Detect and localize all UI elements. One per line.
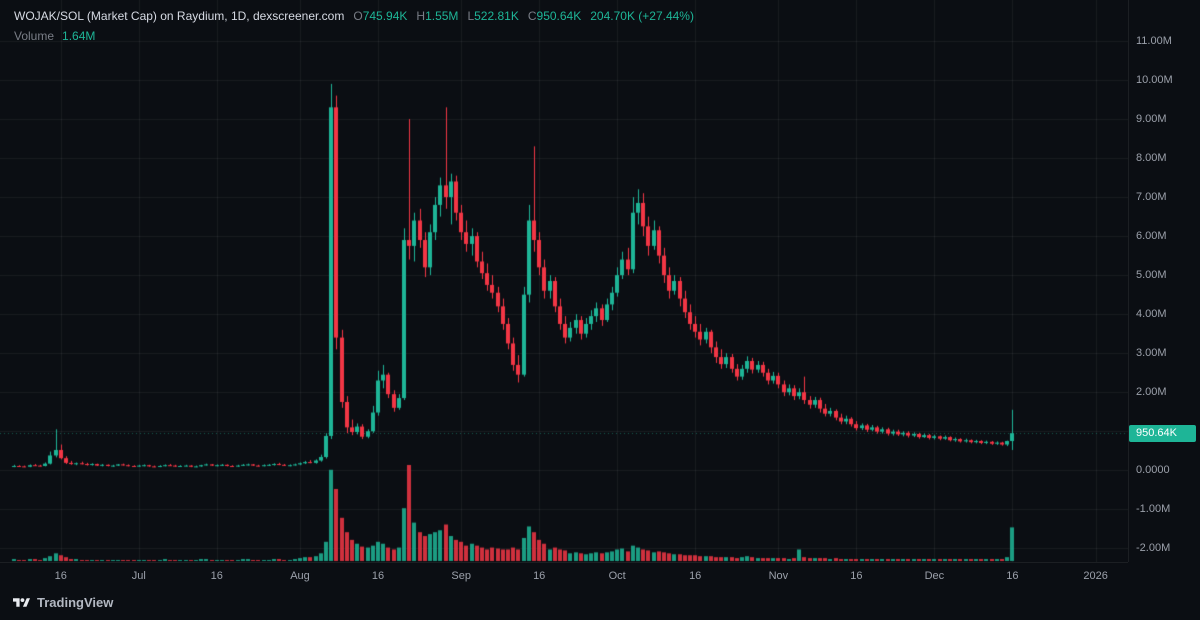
price-tick-label: 11.00M (1136, 34, 1172, 47)
ohlc-high: H1.55M (416, 9, 459, 23)
time-tick-label: 16 (850, 570, 863, 582)
price-tick-label: -2.00M (1136, 542, 1171, 555)
time-tick-label: 2026 (1083, 570, 1108, 582)
last-price-value: 950.64K (1136, 427, 1177, 440)
time-axis[interactable]: 16 Jul 16 Aug 16 Sep 16 Oct 16 Nov 16 Dec 16 2026 (0, 562, 1128, 586)
time-tick-label: Aug (290, 570, 310, 582)
time-tick-label: Dec (924, 570, 945, 582)
volume-label: Volume (14, 29, 55, 43)
price-tick-label: 2.00M (1136, 386, 1167, 399)
time-tick-label: 16 (210, 570, 223, 582)
time-tick-label: 16 (533, 570, 546, 582)
legend-line-1: WOJAK/SOL (Market Cap) on Raydium, 1D, d… (14, 9, 694, 23)
time-tick-label: 16 (371, 570, 385, 582)
time-tick-label: 16 (689, 570, 702, 582)
price-tick-label: 4.00M (1136, 308, 1167, 321)
change-value: 204.70K (+27.44%) (590, 9, 694, 23)
tradingview-label: TradingView (37, 595, 114, 610)
price-tick-label: 5.00M (1136, 269, 1167, 282)
ohlc-close: C950.64K (527, 9, 582, 23)
price-tick-label: 7.00M (1136, 191, 1167, 204)
ohlc-open: O745.94K (353, 9, 408, 23)
time-tick-label: Nov (768, 570, 789, 582)
time-tick-label: Jul (131, 570, 146, 582)
price-tick-label: 9.00M (1136, 113, 1167, 126)
ohlc-low: L522.81K (467, 9, 519, 23)
legend-line-2: Volume 1.64M (14, 29, 694, 43)
price-tick-label: 6.00M (1136, 230, 1167, 243)
price-tick-label: 10.00M (1136, 74, 1173, 86)
price-chart-canvas[interactable] (0, 0, 1128, 562)
price-tick-label: -1.00M (1136, 503, 1171, 516)
time-tick-label: 16 (54, 570, 67, 582)
price-tick-label: 0.0000 (1136, 464, 1170, 477)
price-axis[interactable]: 11.00M 10.00M 9.00M 8.00M 7.00M 6.00M 5.00M 4.0… (1128, 0, 1200, 562)
price-tick-label: 3.00M (1136, 347, 1167, 360)
time-tick-label: Sep (451, 570, 471, 582)
tradingview-logo-icon (13, 597, 30, 607)
last-price-badge: 950.64K (1129, 424, 1196, 442)
chart-legend: WOJAK/SOL (Market Cap) on Raydium, 1D, d… (14, 9, 694, 43)
time-tick-label: 16 (1006, 570, 1019, 582)
time-tick-label: Oct (608, 570, 626, 582)
tradingview-attribution[interactable]: TradingView (13, 595, 113, 610)
price-tick-label: 8.00M (1136, 152, 1167, 165)
volume-value: 1.64M (62, 29, 96, 43)
symbol-title: WOJAK/SOL (Market Cap) on Raydium, 1D, d… (14, 9, 345, 23)
